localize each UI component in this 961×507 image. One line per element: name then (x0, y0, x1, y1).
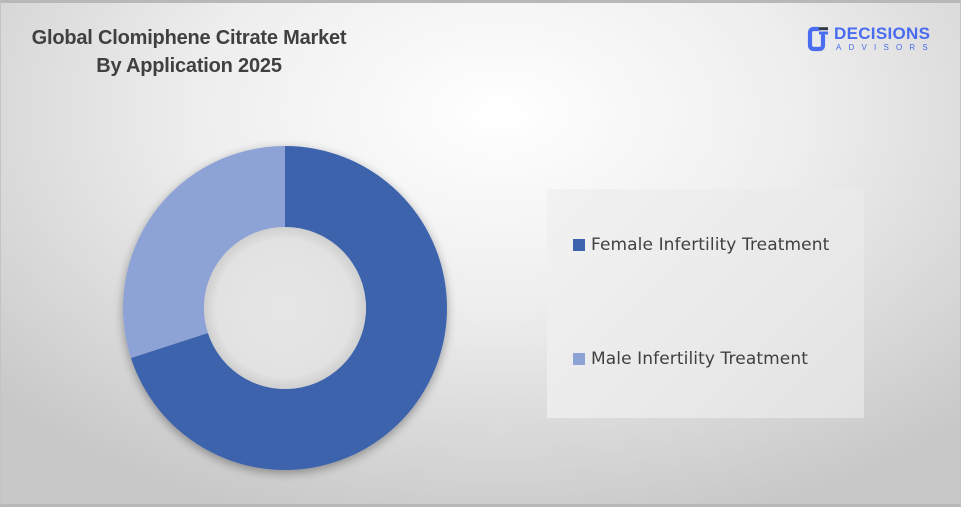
legend-label-female: Female Infertility Treatment (591, 235, 830, 255)
legend-item-male: Male Infertility Treatment (573, 349, 808, 369)
donut-chart (122, 146, 448, 470)
chart-title-line2: By Application 2025 (96, 55, 282, 77)
donut-slice-male (122, 146, 285, 359)
logo-mark-icon (807, 26, 828, 52)
legend-swatch-male (573, 353, 585, 365)
chart-legend: Female Infertility Treatment Male Infert… (547, 189, 864, 418)
chart-title: Global Clomiphene Citrate Market By Appl… (9, 24, 369, 80)
legend-label-male: Male Infertility Treatment (591, 349, 808, 369)
logo-name: DECISIONS (834, 24, 931, 43)
donut-slice-female (130, 146, 448, 470)
donut-hole (204, 227, 366, 389)
chart-title-line1: Global Clomiphene Citrate Market (31, 27, 347, 49)
logo-tagline: ADVISORS (836, 43, 935, 52)
legend-item-female: Female Infertility Treatment (573, 235, 829, 255)
brand-logo: DECISIONS ADVISORS (807, 24, 947, 55)
legend-swatch-female (573, 239, 585, 251)
